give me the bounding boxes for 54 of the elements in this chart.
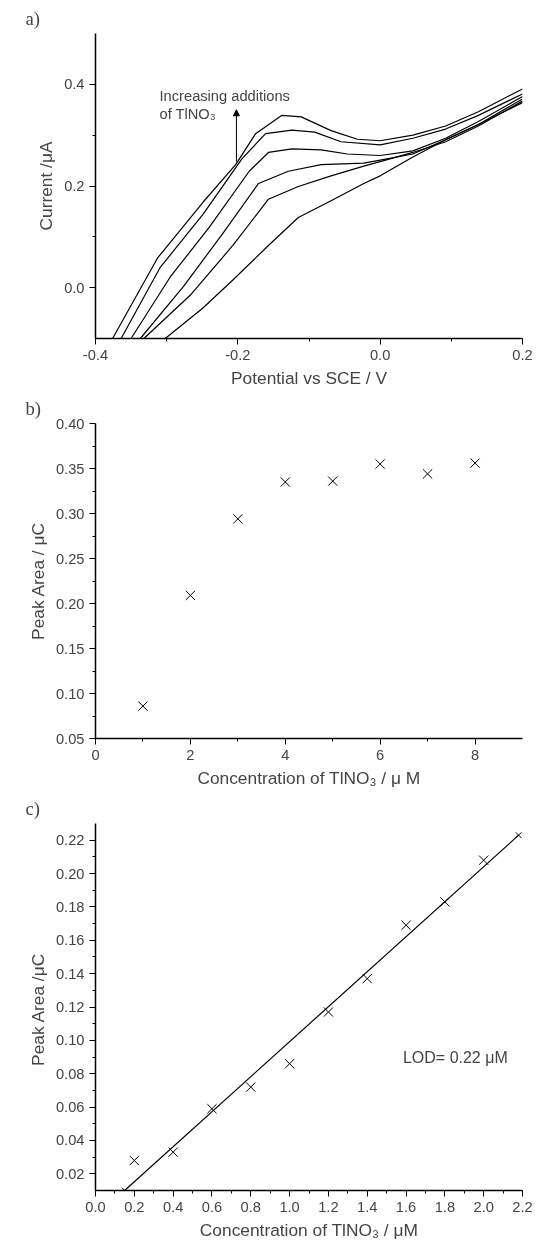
y-tick-label: 0.4: [64, 76, 85, 93]
x-tick-label: 1.2: [318, 1198, 339, 1215]
y-tick-label: 0.25: [55, 550, 85, 567]
y-tick-label: 0.2: [64, 178, 85, 194]
x-tick-label: 2.2: [512, 1198, 533, 1215]
y-tick-label: 0.16: [55, 932, 85, 949]
x-tick-label: -0.2: [225, 346, 251, 363]
y-tick-label: 0.18: [55, 898, 85, 915]
x-tick-label: 0.0: [369, 346, 391, 363]
chart-title: c): [25, 797, 40, 820]
y-tick-label: 0.04: [55, 1132, 85, 1149]
x-tick-label: 1.6: [395, 1198, 417, 1215]
chart-title: a): [25, 7, 40, 30]
y-tick-label: 0.02: [55, 1165, 85, 1182]
x-tick-label: -0.4: [82, 346, 109, 363]
y-tick-label: 0.40: [55, 415, 85, 432]
x-tick-label: 2.0: [473, 1198, 494, 1215]
x-tick-label: 1.4: [357, 1198, 378, 1215]
y-tick-label: 0.22: [55, 832, 85, 849]
x-tick-label: 0.2: [512, 346, 533, 363]
y-tick-label: 0.10: [55, 1032, 85, 1049]
y-tick-label: 0.10: [55, 685, 85, 702]
x-tick-label: 6: [376, 746, 385, 763]
x-axis-title: Concentration of TlNO₃ / μ M: [197, 767, 421, 788]
y-axis-title: Peak Area / μC: [27, 523, 48, 640]
y-tick-label: 0.05: [55, 730, 85, 747]
annotation: LOD= 0.22 μM: [402, 1048, 508, 1066]
y-tick-label: 0.14: [55, 965, 85, 982]
x-tick-label: 2: [186, 746, 195, 763]
y-tick-label: 0.12: [55, 999, 85, 1015]
y-axis-title: Peak Area /μC: [27, 953, 48, 1066]
x-tick-label: 0.8: [240, 1198, 261, 1215]
x-tick-label: 0.6: [201, 1198, 223, 1215]
x-tick-label: 1.0: [279, 1198, 300, 1215]
y-tick-label: 0.20: [55, 865, 85, 882]
annotation: Increasing additions of TlNO₃: [159, 87, 290, 122]
y-tick-label: 0.0: [64, 279, 85, 296]
x-tick-label: 8: [470, 746, 480, 763]
y-tick-label: 0.20: [55, 595, 85, 612]
x-tick-label: 0.2: [124, 1198, 145, 1215]
y-tick-label: 0.35: [55, 460, 85, 477]
y-tick-label: 0.30: [55, 505, 85, 522]
y-tick-label: 0.15: [55, 640, 85, 657]
x-tick-label: 4: [281, 746, 290, 763]
x-tick-label: 0: [91, 746, 100, 763]
x-axis-title: Potential vs SCE / V: [230, 367, 388, 388]
y-tick-label: 0.08: [55, 1065, 85, 1082]
chart-title: b): [25, 397, 42, 420]
x-tick-label: 0.0: [85, 1198, 106, 1215]
x-axis-title: Concentration of TlNO₃ / μM: [199, 1219, 418, 1240]
x-tick-label: 1.8: [434, 1198, 456, 1215]
y-axis-title: Current /μA: [36, 141, 57, 231]
x-tick-label: 0.4: [162, 1198, 184, 1215]
y-tick-label: 0.06: [55, 1099, 85, 1116]
